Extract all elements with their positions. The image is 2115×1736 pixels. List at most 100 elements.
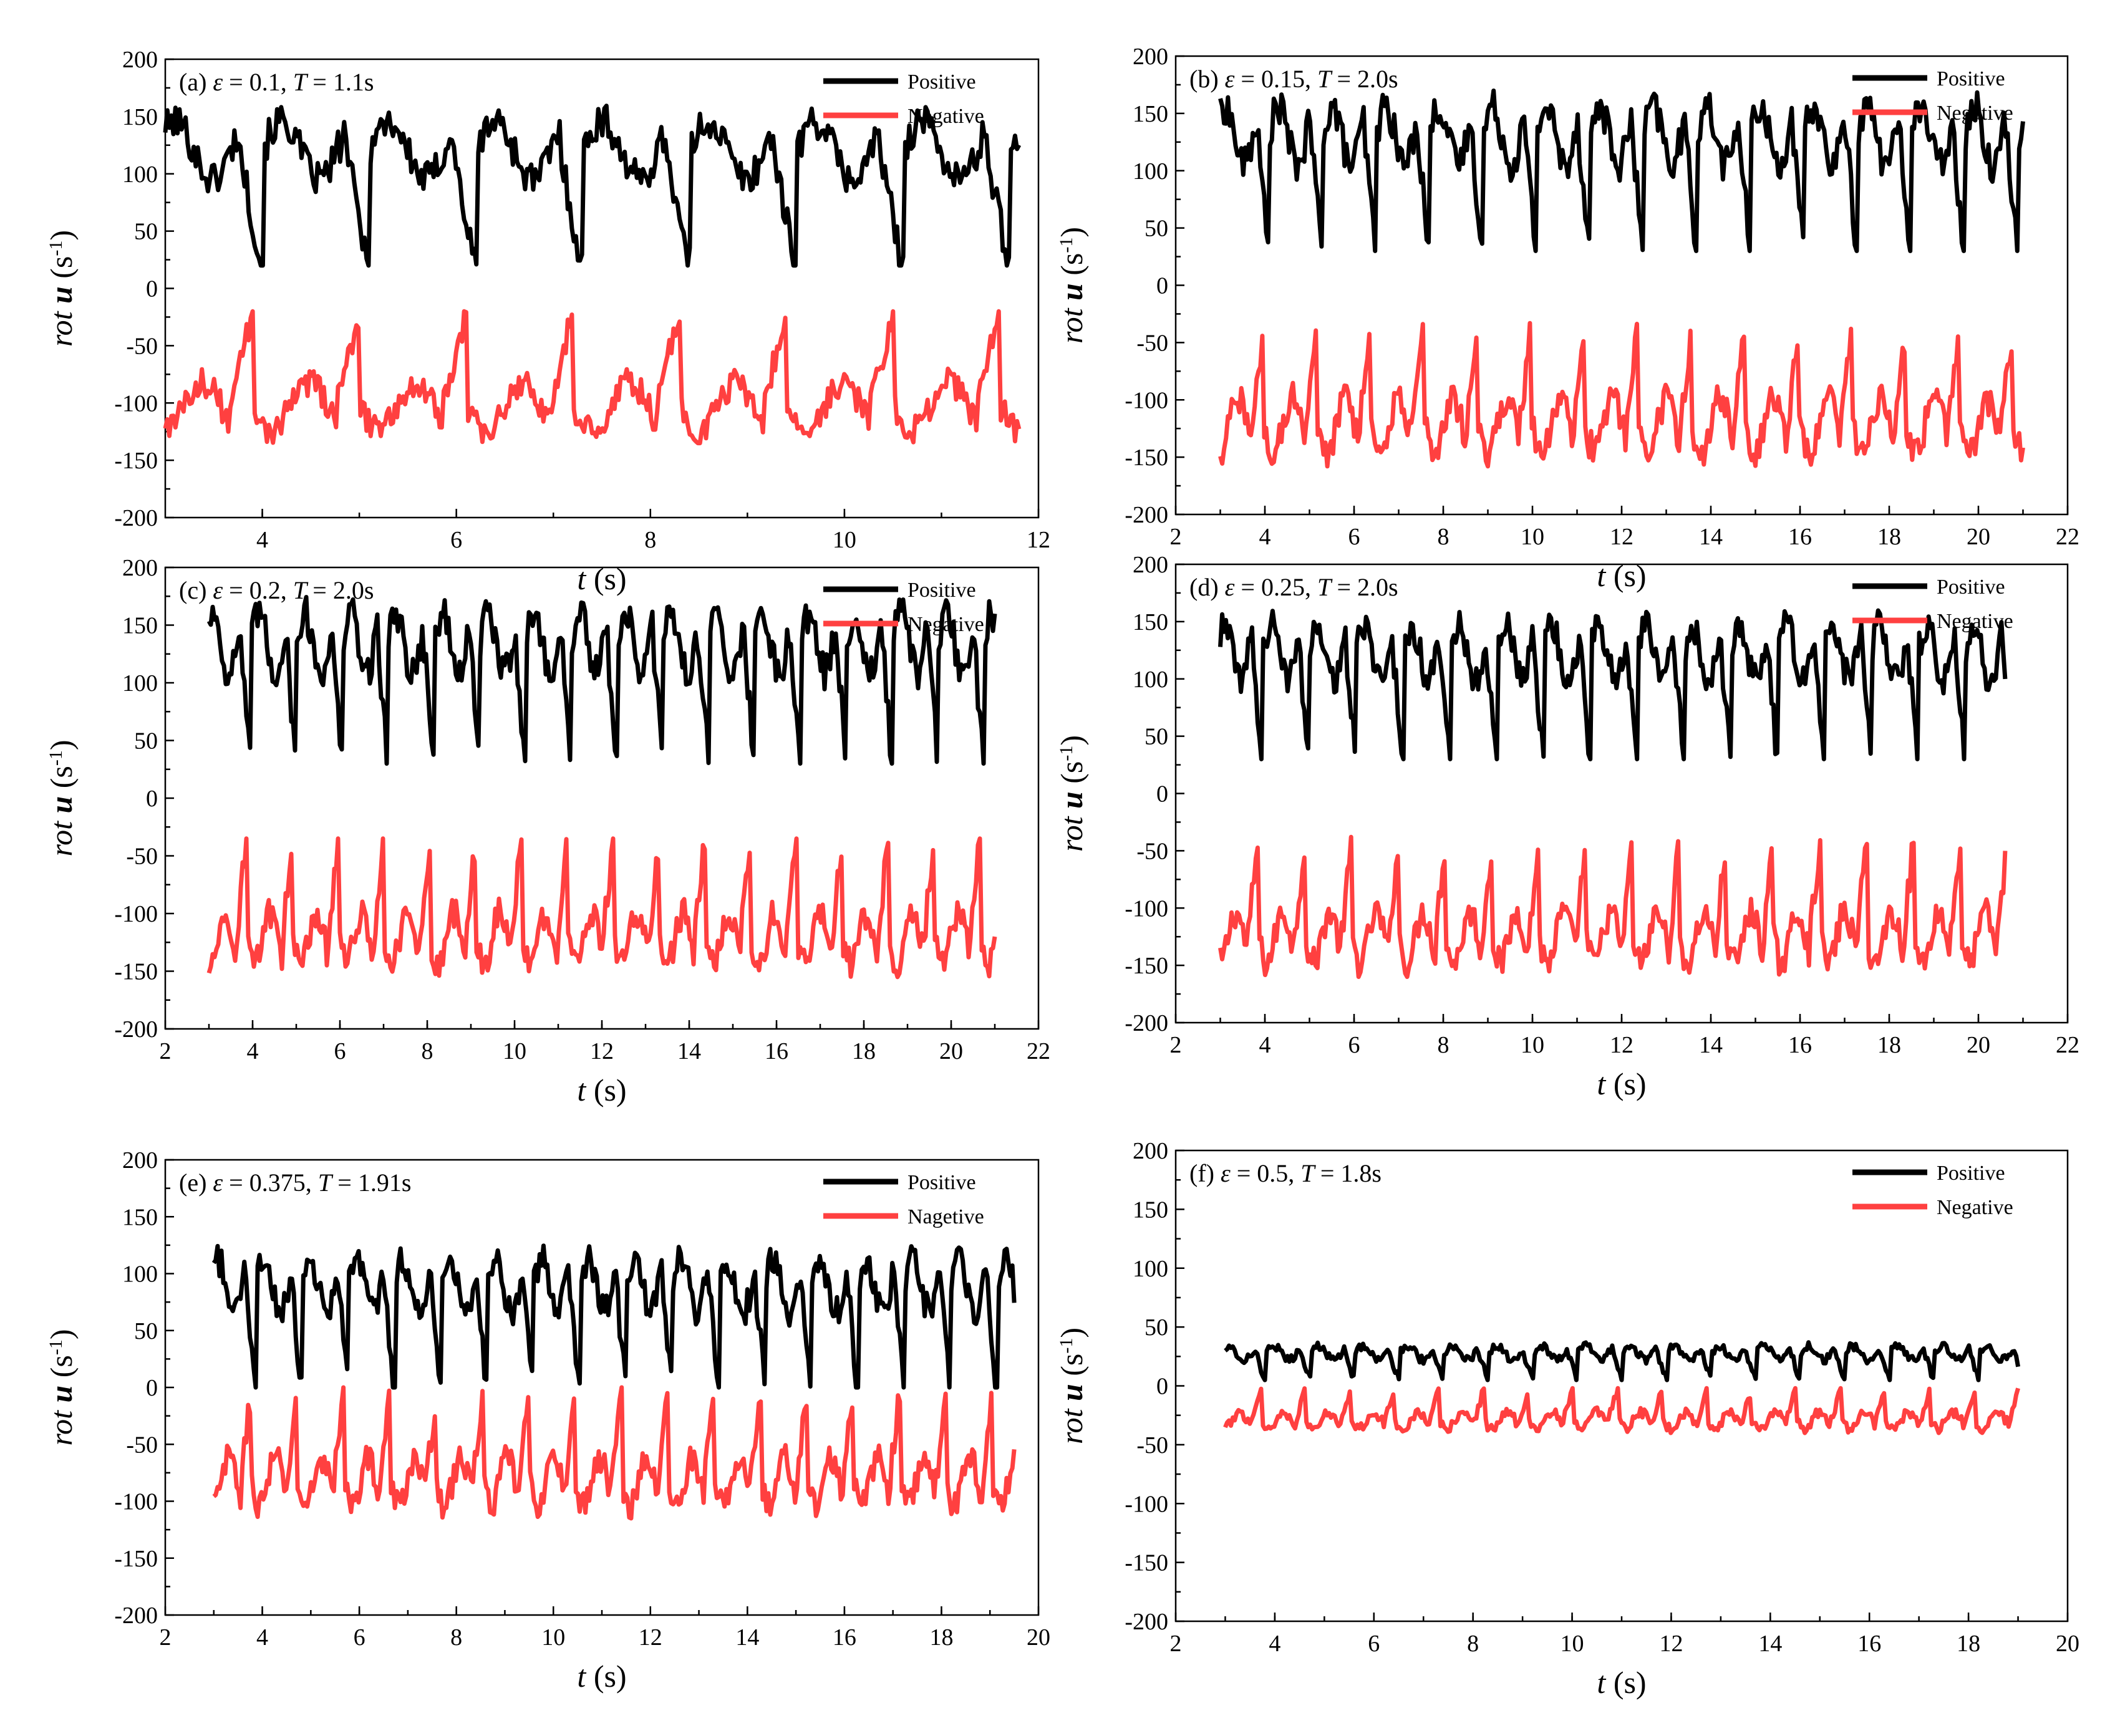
y-title-rot: rot [1054,307,1089,344]
y-axis-title: rot u (s-1) [44,1329,79,1445]
x-tick-label: 4 [1259,1032,1271,1058]
x-title-unit: (s) [586,561,626,596]
series-negative-line [206,836,997,980]
y-title-unit: (s [44,1355,79,1386]
panel-label: (b) ε = 0.15, T = 2.0s [1189,65,1398,93]
x-tick-label: 22 [2056,524,2079,550]
y-tick-label: 50 [134,219,158,245]
legend-negative-label: Nagetive [907,1205,984,1228]
y-title-vec: u [1054,1384,1089,1409]
y-axis-title: rot u (s-1) [44,230,79,347]
legend-negative-label: Negative [1937,102,2013,125]
x-tick-label: 14 [1699,1032,1723,1058]
x-tick-label: 14 [677,1038,701,1064]
x-tick-label: 8 [644,527,656,553]
y-tick-label: 0 [146,786,158,812]
series-positive-line [211,1243,1017,1390]
panel-label-eps: ε [1225,573,1241,601]
x-tick-label: 2 [160,1624,172,1651]
x-tick-label: 18 [1957,1631,1980,1657]
panel-label-T: T [1317,65,1337,93]
y-tick-label: 50 [1145,216,1168,242]
y-tick-label: -150 [114,1546,158,1572]
x-tick-label: 2 [1170,1032,1182,1058]
x-title-var: t [1597,1665,1606,1700]
y-tick-label: 200 [122,1147,158,1174]
legend-negative-label: Negative [907,105,984,128]
y-tick-label: 0 [1156,781,1168,808]
x-tick-label: 4 [256,1624,268,1651]
panel-label-eps: ε [213,68,229,96]
series-positive-line [163,104,1022,268]
y-tick-label: -50 [1136,1432,1168,1459]
panel-label-eq1: = 0.15, [1241,65,1317,93]
y-tick-label: 150 [1133,1197,1168,1223]
y-tick-label: -150 [114,448,158,474]
panel-a: 200 150 100 50 0 -50 -100 -150 -200 4 6 8 10 12 rot u … [44,47,1050,596]
series-positive-line [206,595,997,766]
y-axis-title: rot u (s-1) [44,740,79,856]
y-title-vec: u [44,1386,79,1410]
legend-positive-label: Positive [1937,67,2005,90]
y-title-close: ) [44,230,79,241]
x-tick-label: 2 [1170,524,1182,550]
panel-label-prefix: (a) [179,68,213,96]
y-tick-label: 150 [122,613,158,639]
y-axis-title: rot u (s-1) [1054,1328,1089,1444]
y-title-vec: u [1054,283,1089,308]
x-tick-label: 16 [765,1038,788,1064]
x-tick-label: 12 [1659,1631,1683,1657]
y-tick-label: 50 [134,1318,158,1344]
y-tick-label: 100 [1133,158,1168,185]
y-tick-label: 0 [1156,273,1168,299]
y-title-unit: (s [1054,1354,1089,1384]
x-tick-label: 2 [1170,1631,1182,1657]
x-tick-label: 2 [160,1038,172,1064]
x-title-var: t [577,561,586,596]
x-tick-label: 16 [1788,524,1812,550]
x-tick-label: 22 [2056,1032,2079,1058]
panel-label-eq2: = 2.0s [1337,65,1398,93]
y-title-vec: u [1054,791,1089,816]
y-tick-label: 50 [1145,1314,1168,1341]
y-tick-label: 0 [1156,1374,1168,1400]
x-tick-label: 14 [735,1624,759,1651]
x-tick-label: 6 [354,1624,365,1651]
x-axis-title: t (s) [1597,1665,1646,1700]
y-title-close: ) [1054,227,1089,238]
y-tick-label: -100 [114,390,158,417]
y-tick-label: 200 [1133,552,1168,578]
x-title-unit: (s) [1605,558,1646,593]
panel-label-T: T [1300,1159,1320,1187]
y-tick-label: 100 [122,670,158,697]
y-title-close: ) [1054,735,1089,746]
x-axis-title: t (s) [1597,1066,1646,1101]
legend-negative-label: Negative [907,613,984,636]
y-tick-label: -50 [1136,838,1168,864]
y-tick-label: -150 [114,959,158,985]
x-tick-label: 12 [1610,1032,1633,1058]
x-tick-label: 10 [833,527,856,553]
x-title-unit: (s) [586,1073,626,1107]
y-tick-label: -50 [1136,330,1168,356]
x-tick-label: 18 [852,1038,876,1064]
x-tick-label: 10 [541,1624,565,1651]
y-tick-label: -100 [1125,895,1168,922]
panel-label-eq1: = 0.2, [229,576,293,604]
x-tick-label: 18 [1877,1032,1901,1058]
panel-label-eps: ε [213,576,229,604]
x-tick-label: 16 [1857,1631,1881,1657]
panel-label-prefix: (f) [1189,1159,1221,1187]
y-title-close: ) [1054,1328,1089,1338]
y-title-exp: -1 [46,241,66,256]
x-tick-label: 22 [1027,1038,1050,1064]
x-axis-title: t (s) [577,1073,626,1107]
series-negative-line [212,1385,1017,1521]
y-tick-label: -50 [126,1432,158,1458]
x-title-var: t [577,1659,586,1694]
y-tick-label: 0 [146,276,158,302]
legend-negative-label: Negative [1937,610,2013,633]
panel-label-T: T [293,68,313,96]
